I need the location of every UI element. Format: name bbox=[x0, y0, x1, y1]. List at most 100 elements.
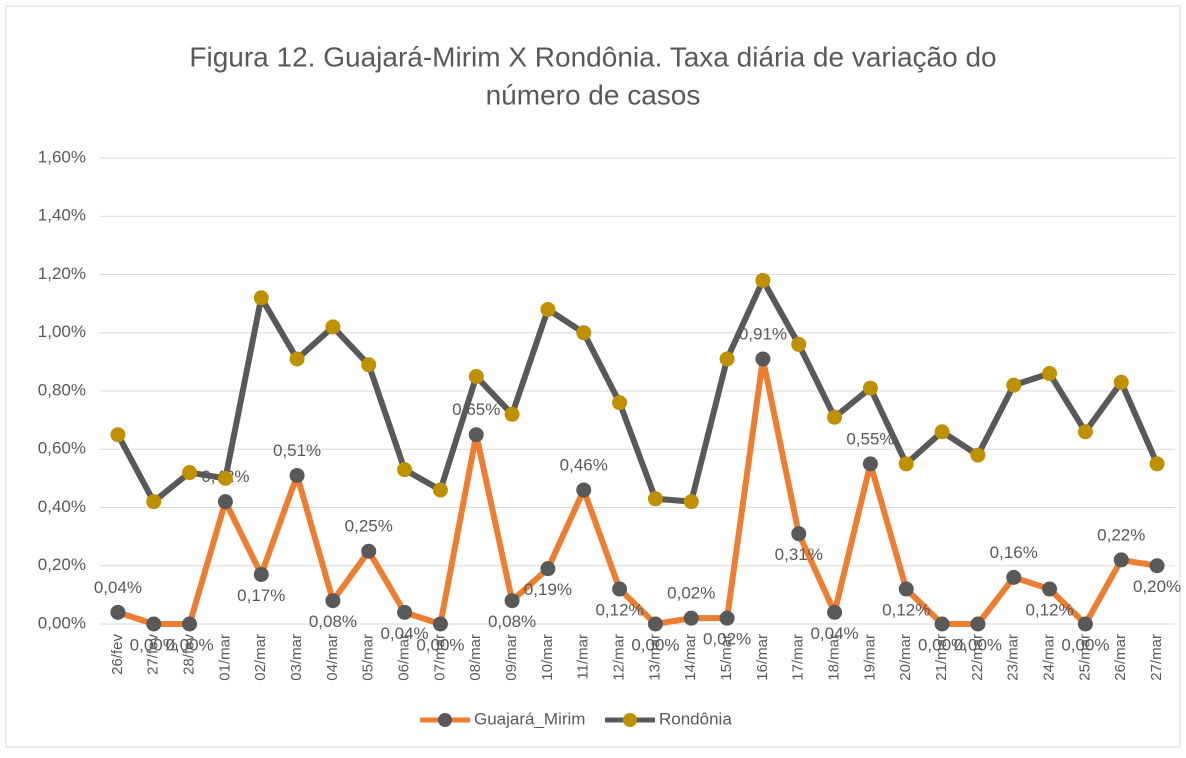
data-label: 0,12% bbox=[882, 601, 930, 620]
x-tick-label: 20/mar bbox=[897, 634, 914, 681]
data-label: 0,55% bbox=[846, 429, 894, 448]
y-tick-label: 0,60% bbox=[38, 439, 86, 458]
marker bbox=[110, 604, 126, 620]
marker bbox=[1113, 552, 1129, 568]
marker bbox=[934, 424, 950, 440]
data-label: 0,04% bbox=[94, 578, 142, 597]
marker bbox=[504, 406, 520, 422]
marker bbox=[146, 494, 162, 510]
marker bbox=[468, 427, 484, 443]
data-label: 0,02% bbox=[703, 630, 751, 649]
x-tick-label: 17/mar bbox=[790, 634, 807, 681]
x-tick-label: 09/mar bbox=[503, 634, 520, 681]
marker bbox=[934, 616, 950, 632]
marker bbox=[647, 616, 663, 632]
marker bbox=[1149, 456, 1165, 472]
marker bbox=[432, 482, 448, 498]
x-tick-label: 10/mar bbox=[539, 634, 556, 681]
legend-label: Rondônia bbox=[659, 709, 732, 728]
data-label: 0,65% bbox=[452, 400, 500, 419]
marker bbox=[397, 604, 413, 620]
series-line bbox=[116, 355, 1158, 627]
marker bbox=[1006, 377, 1022, 393]
series-line bbox=[115, 277, 1160, 505]
marker bbox=[1113, 374, 1129, 390]
data-label: 0,12% bbox=[595, 601, 643, 620]
data-label: 0,25% bbox=[345, 517, 393, 536]
marker bbox=[540, 301, 556, 317]
data-label: 0,22% bbox=[1097, 525, 1145, 544]
y-tick-label: 0,40% bbox=[38, 497, 86, 516]
x-tick-label: 04/mar bbox=[324, 634, 341, 681]
x-tick-label: 14/mar bbox=[682, 634, 699, 681]
marker bbox=[540, 561, 556, 577]
marker bbox=[146, 616, 162, 632]
marker bbox=[719, 610, 735, 626]
marker bbox=[970, 447, 986, 463]
data-label: 0,19% bbox=[524, 580, 572, 599]
marker bbox=[755, 351, 771, 367]
data-label: 0,00% bbox=[165, 635, 213, 654]
x-tick-label: 08/mar bbox=[467, 634, 484, 681]
marker bbox=[647, 491, 663, 507]
y-tick-label: 1,60% bbox=[38, 147, 86, 166]
data-label: 0,46% bbox=[560, 456, 608, 475]
x-tick-label: 21/mar bbox=[933, 634, 950, 681]
marker bbox=[217, 470, 233, 486]
legend-label: Guajará_Mirim bbox=[474, 709, 585, 728]
marker bbox=[683, 494, 699, 510]
marker bbox=[1077, 616, 1093, 632]
marker bbox=[182, 465, 198, 481]
x-tick-label: 27/mar bbox=[1148, 634, 1165, 681]
marker bbox=[791, 526, 807, 542]
data-label: 0,00% bbox=[1061, 635, 1109, 654]
marker bbox=[325, 319, 341, 335]
marker bbox=[862, 380, 878, 396]
x-tick-label: 25/mar bbox=[1076, 634, 1093, 681]
marker bbox=[719, 351, 735, 367]
marker bbox=[253, 290, 269, 306]
marker bbox=[683, 610, 699, 626]
marker bbox=[253, 566, 269, 582]
x-tick-label: 28/fev bbox=[181, 634, 198, 675]
x-tick-label: 13/mar bbox=[646, 634, 663, 681]
x-tick-label: 06/mar bbox=[396, 634, 413, 681]
y-tick-label: 1,40% bbox=[38, 206, 86, 225]
data-label: 0,17% bbox=[237, 586, 285, 605]
legend-marker bbox=[623, 713, 637, 727]
x-tick-label: 11/mar bbox=[575, 634, 592, 680]
y-tick-label: 0,80% bbox=[38, 380, 86, 399]
y-tick-label: 0,00% bbox=[38, 613, 86, 632]
x-tick-label: 02/mar bbox=[252, 634, 269, 681]
marker bbox=[970, 616, 986, 632]
marker bbox=[361, 357, 377, 373]
data-label: 0,02% bbox=[667, 584, 715, 603]
x-tick-label: 24/mar bbox=[1041, 634, 1058, 681]
x-tick-label: 22/mar bbox=[969, 634, 986, 681]
x-tick-label: 03/mar bbox=[288, 634, 305, 681]
x-tick-label: 01/mar bbox=[216, 634, 233, 681]
marker bbox=[432, 616, 448, 632]
y-tick-label: 0,20% bbox=[38, 555, 86, 574]
marker bbox=[397, 462, 413, 478]
marker bbox=[325, 593, 341, 609]
marker bbox=[1042, 366, 1058, 382]
marker bbox=[755, 272, 771, 288]
data-label: 0,00% bbox=[918, 635, 966, 654]
marker bbox=[504, 593, 520, 609]
data-label: 0,00% bbox=[631, 635, 679, 654]
data-label: 0,20% bbox=[1133, 577, 1181, 596]
marker bbox=[576, 482, 592, 498]
marker bbox=[110, 427, 126, 443]
data-label: 0,08% bbox=[309, 612, 357, 631]
x-tick-label: 27/fev bbox=[145, 634, 162, 675]
x-tick-label: 23/mar bbox=[1005, 634, 1022, 681]
marker bbox=[862, 456, 878, 472]
marker bbox=[612, 395, 628, 411]
marker bbox=[468, 368, 484, 384]
marker bbox=[289, 351, 305, 367]
data-label: 0,12% bbox=[1025, 601, 1073, 620]
chart-title: número de casos bbox=[486, 79, 701, 110]
marker bbox=[827, 409, 843, 425]
